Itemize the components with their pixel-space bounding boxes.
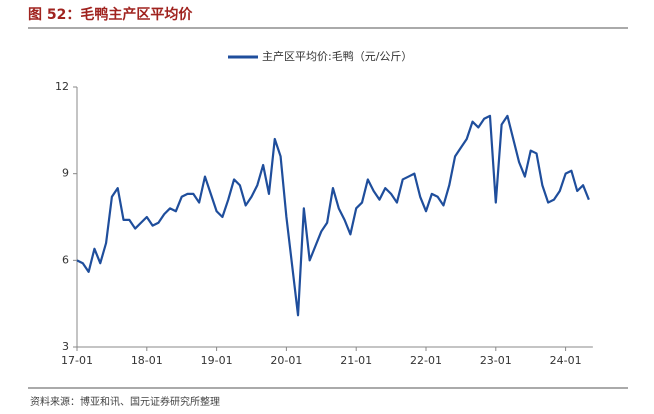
x-tick-label: 19-01 bbox=[201, 354, 233, 367]
x-tick-label: 23-01 bbox=[480, 354, 512, 367]
x-tick-label: 24-01 bbox=[550, 354, 582, 367]
x-tick-label: 20-01 bbox=[270, 354, 302, 367]
source-note: 资料来源：博亚和讯、国元证券研究所整理 bbox=[30, 395, 220, 408]
line-series bbox=[76, 114, 590, 317]
x-tick-label: 22-01 bbox=[410, 354, 442, 367]
y-tick-label: 3 bbox=[62, 340, 69, 353]
chart-title: 图 52：毛鸭主产区平均价 bbox=[28, 6, 193, 23]
legend-label: 主产区平均价:毛鸭（元/公斤） bbox=[262, 49, 412, 63]
y-tick-label: 6 bbox=[62, 253, 69, 266]
y-tick-label: 12 bbox=[55, 80, 69, 93]
x-tick-label: 17-01 bbox=[61, 354, 93, 367]
x-tick-label: 18-01 bbox=[131, 354, 163, 367]
y-tick-label: 9 bbox=[62, 167, 69, 180]
x-tick-label: 21-01 bbox=[340, 354, 372, 367]
